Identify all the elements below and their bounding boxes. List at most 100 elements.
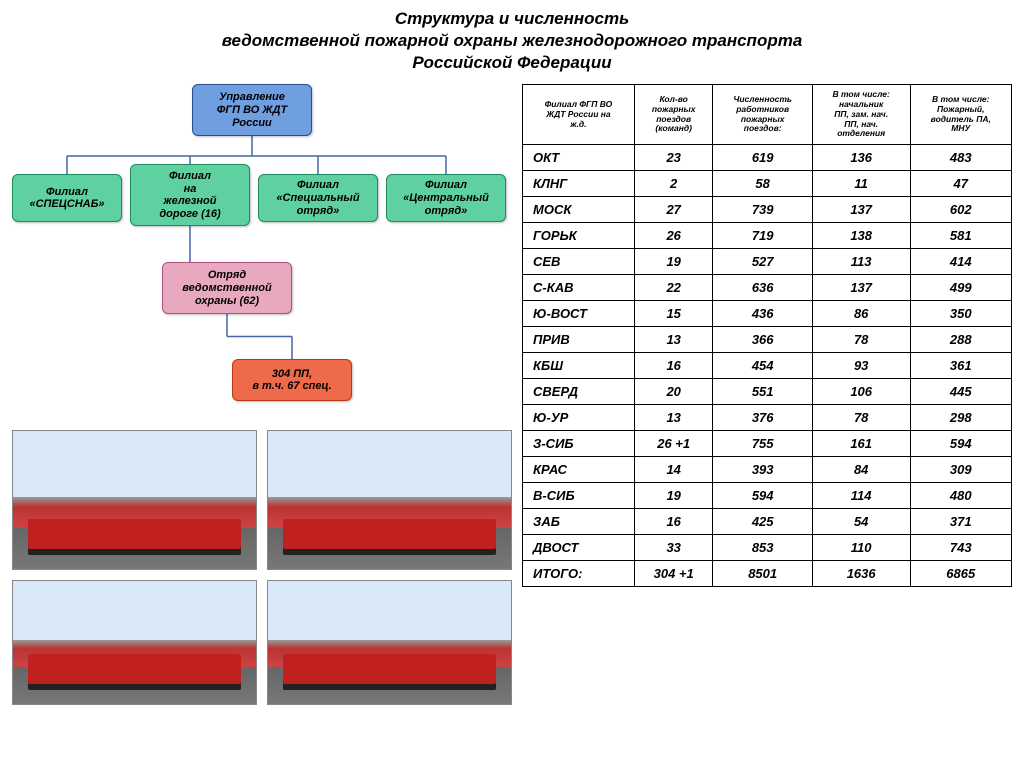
table-cell: С-КАВ xyxy=(523,275,635,301)
table-cell: 594 xyxy=(910,431,1012,457)
table-row: ПРИВ1336678288 xyxy=(523,327,1012,353)
table-row: ГОРЬК26719138581 xyxy=(523,223,1012,249)
table-row: Ю-УР1337678298 xyxy=(523,405,1012,431)
table-cell: В-СИБ xyxy=(523,483,635,509)
table-cell: 15 xyxy=(634,301,713,327)
table-row: КРАС1439384309 xyxy=(523,457,1012,483)
col-header-2: Численностьработниковпожарныхпоездов: xyxy=(713,85,812,145)
table-cell: ПРИВ xyxy=(523,327,635,353)
table-cell: 309 xyxy=(910,457,1012,483)
table-cell: 619 xyxy=(713,145,812,171)
table-cell: 636 xyxy=(713,275,812,301)
table-cell: 26 +1 xyxy=(634,431,713,457)
table-cell: 602 xyxy=(910,197,1012,223)
photo-grid xyxy=(12,430,512,705)
table-cell: 376 xyxy=(713,405,812,431)
table-cell: 393 xyxy=(713,457,812,483)
table-cell: 33 xyxy=(634,535,713,561)
table-cell: ДВОСТ xyxy=(523,535,635,561)
org-dept: Отрядведомственнойохраны (62) xyxy=(162,262,292,314)
title-line: Российской Федерации xyxy=(12,52,1012,74)
train-photo xyxy=(12,580,257,705)
col-header-4: В том числе:Пожарный,водитель ПА,МНУ xyxy=(910,85,1012,145)
table-row: З-СИБ26 +1755161594 xyxy=(523,431,1012,457)
table-cell: 137 xyxy=(812,275,910,301)
table-cell: 19 xyxy=(634,249,713,275)
table-cell: 425 xyxy=(713,509,812,535)
table-row: КБШ1645493361 xyxy=(523,353,1012,379)
table-cell: 483 xyxy=(910,145,1012,171)
table-cell: 27 xyxy=(634,197,713,223)
table-cell: 22 xyxy=(634,275,713,301)
table-cell: 454 xyxy=(713,353,812,379)
table-cell: Ю-ВОСТ xyxy=(523,301,635,327)
table-cell: 58 xyxy=(713,171,812,197)
table-cell: 414 xyxy=(910,249,1012,275)
title-line: Структура и численность xyxy=(12,8,1012,30)
table-cell: 11 xyxy=(812,171,910,197)
table-row: ДВОСТ33853110743 xyxy=(523,535,1012,561)
table-cell: 853 xyxy=(713,535,812,561)
table-row: СЕВ19527113414 xyxy=(523,249,1012,275)
col-header-1: Кол-вопожарныхпоездов(команд) xyxy=(634,85,713,145)
table-cell: СЕВ xyxy=(523,249,635,275)
org-chart: УправлениеФГП ВО ЖДТРоссии Филиал«СПЕЦСНА… xyxy=(12,84,512,424)
table-row: В-СИБ19594114480 xyxy=(523,483,1012,509)
table-cell: 594 xyxy=(713,483,812,509)
col-header-3: В том числе:начальникПП, зам. нач.ПП, на… xyxy=(812,85,910,145)
table-cell: 298 xyxy=(910,405,1012,431)
table-cell: 366 xyxy=(713,327,812,353)
table-cell: 138 xyxy=(812,223,910,249)
table-cell: 527 xyxy=(713,249,812,275)
table-row: КЛНГ2581147 xyxy=(523,171,1012,197)
table-cell: 304 +1 xyxy=(634,561,713,587)
train-photo xyxy=(12,430,257,570)
table-cell: КЛНГ xyxy=(523,171,635,197)
table-cell: 16 xyxy=(634,509,713,535)
table-row: СВЕРД20551106445 xyxy=(523,379,1012,405)
table-cell: 288 xyxy=(910,327,1012,353)
table-row: ЗАБ1642554371 xyxy=(523,509,1012,535)
table-cell: ЗАБ xyxy=(523,509,635,535)
table-cell: СВЕРД xyxy=(523,379,635,405)
table-cell: 6865 xyxy=(910,561,1012,587)
table-cell: 551 xyxy=(713,379,812,405)
table-cell: З-СИБ xyxy=(523,431,635,457)
table-cell: 86 xyxy=(812,301,910,327)
org-unit: 304 ПП,в т.ч. 67 спец. xyxy=(232,359,352,401)
table-cell: 136 xyxy=(812,145,910,171)
table-row: МОСК27739137602 xyxy=(523,197,1012,223)
org-root: УправлениеФГП ВО ЖДТРоссии xyxy=(192,84,312,136)
table-cell: 84 xyxy=(812,457,910,483)
table-cell: 1636 xyxy=(812,561,910,587)
table-cell: 106 xyxy=(812,379,910,405)
table-cell: 499 xyxy=(910,275,1012,301)
org-branch-1: Филиалнажелезнойдороге (16) xyxy=(130,164,250,226)
table-cell: 78 xyxy=(812,405,910,431)
table-cell: МОСК xyxy=(523,197,635,223)
table-cell: 480 xyxy=(910,483,1012,509)
train-photo xyxy=(267,430,512,570)
table-cell: 47 xyxy=(910,171,1012,197)
data-table: Филиал ФГП ВОЖДТ России наж.д.Кол-вопожа… xyxy=(522,84,1012,587)
table-cell: 2 xyxy=(634,171,713,197)
table-cell: 20 xyxy=(634,379,713,405)
train-photo xyxy=(267,580,512,705)
table-cell: 719 xyxy=(713,223,812,249)
table-row: ОКТ23619136483 xyxy=(523,145,1012,171)
org-branch-0: Филиал«СПЕЦСНАБ» xyxy=(12,174,122,222)
table-cell: 114 xyxy=(812,483,910,509)
table-cell: 113 xyxy=(812,249,910,275)
table-cell: 581 xyxy=(910,223,1012,249)
table-cell: 23 xyxy=(634,145,713,171)
table-cell: 445 xyxy=(910,379,1012,405)
table-cell: 350 xyxy=(910,301,1012,327)
table-cell: 8501 xyxy=(713,561,812,587)
table-total-row: ИТОГО:304 +1850116366865 xyxy=(523,561,1012,587)
org-branch-3: Филиал«Центральныйотряд» xyxy=(386,174,506,222)
right-column: Филиал ФГП ВОЖДТ России наж.д.Кол-вопожа… xyxy=(522,84,1012,705)
table-cell: КРАС xyxy=(523,457,635,483)
table-row: С-КАВ22636137499 xyxy=(523,275,1012,301)
table-cell: 743 xyxy=(910,535,1012,561)
table-cell: 436 xyxy=(713,301,812,327)
